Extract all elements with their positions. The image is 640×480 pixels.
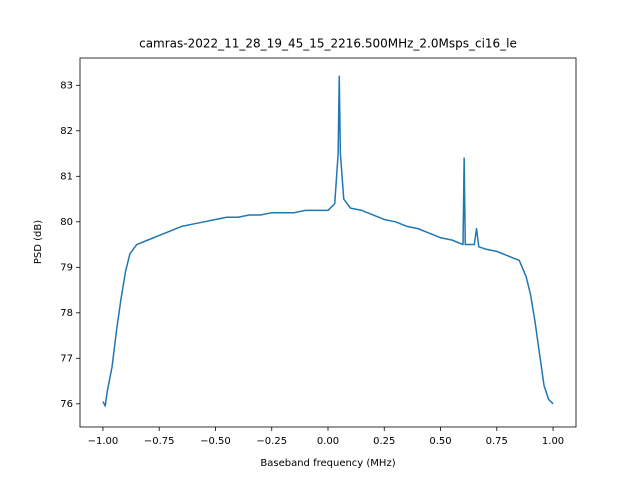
x-tick-label: −0.25	[256, 436, 287, 447]
y-tick-label: 80	[60, 217, 73, 228]
y-tick-label: 81	[60, 171, 73, 182]
x-tick-label: −0.75	[144, 436, 175, 447]
x-tick-label: 0.50	[429, 436, 451, 447]
x-axis-label: Baseband frequency (MHz)	[260, 458, 395, 469]
series-line	[102, 75, 554, 407]
x-tick-label: 0.00	[317, 436, 339, 447]
plot-frame	[79, 57, 577, 428]
chart-title: camras-2022_11_28_19_45_15_2216.500MHz_2…	[139, 37, 517, 51]
y-tick-label: 77	[60, 353, 73, 364]
y-tick-label: 82	[60, 126, 73, 137]
x-tick-label: −1.00	[88, 436, 119, 447]
y-axis-label: PSD (dB)	[33, 220, 44, 264]
y-tick-label: 79	[60, 262, 73, 273]
x-tick-label: 0.25	[373, 436, 395, 447]
x-tick-label: 0.75	[486, 436, 508, 447]
x-tick-label: −0.50	[200, 436, 231, 447]
x-tick-label: 1.00	[542, 436, 564, 447]
y-tick-label: 83	[60, 80, 73, 91]
y-tick-label: 78	[60, 308, 73, 319]
y-tick-label: 76	[60, 399, 73, 410]
